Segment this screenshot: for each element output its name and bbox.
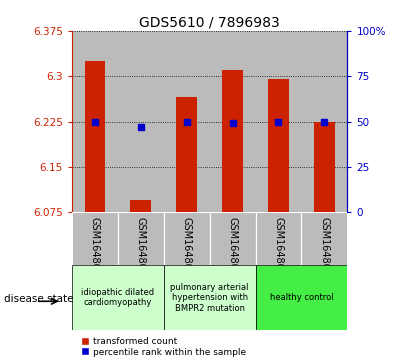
Bar <box>164 212 210 265</box>
Bar <box>130 200 151 212</box>
Text: GSM1648023: GSM1648023 <box>90 217 100 282</box>
Bar <box>176 97 197 212</box>
Point <box>137 124 144 130</box>
Text: idiopathic dilated
cardiomyopathy: idiopathic dilated cardiomyopathy <box>81 288 155 307</box>
Bar <box>268 79 289 212</box>
Bar <box>210 31 256 212</box>
Text: GSM1648027: GSM1648027 <box>273 217 284 282</box>
Text: GSM1648028: GSM1648028 <box>319 217 329 282</box>
Text: disease state: disease state <box>4 294 74 305</box>
Text: healthy control: healthy control <box>270 293 333 302</box>
Title: GDS5610 / 7896983: GDS5610 / 7896983 <box>139 16 280 30</box>
Bar <box>85 61 105 212</box>
Bar <box>72 265 164 330</box>
Text: GSM1648025: GSM1648025 <box>182 217 192 282</box>
Bar <box>118 31 164 212</box>
Bar <box>210 212 256 265</box>
Bar <box>164 31 210 212</box>
Text: GSM1648026: GSM1648026 <box>228 217 238 282</box>
Point <box>229 121 236 126</box>
Bar <box>164 265 256 330</box>
Bar <box>256 212 301 265</box>
Point <box>183 119 190 125</box>
Point <box>321 119 328 125</box>
Text: pulmonary arterial
hypertension with
BMPR2 mutation: pulmonary arterial hypertension with BMP… <box>171 283 249 313</box>
Bar <box>301 31 347 212</box>
Bar <box>222 70 243 212</box>
Bar <box>301 212 347 265</box>
Bar <box>72 212 118 265</box>
Bar <box>72 31 118 212</box>
Text: GSM1648024: GSM1648024 <box>136 217 146 282</box>
Bar <box>256 31 301 212</box>
Bar <box>314 122 335 212</box>
Point <box>92 119 98 125</box>
Bar <box>118 212 164 265</box>
Point <box>275 119 282 125</box>
Bar <box>256 265 347 330</box>
Legend: transformed count, percentile rank within the sample: transformed count, percentile rank withi… <box>76 333 249 360</box>
